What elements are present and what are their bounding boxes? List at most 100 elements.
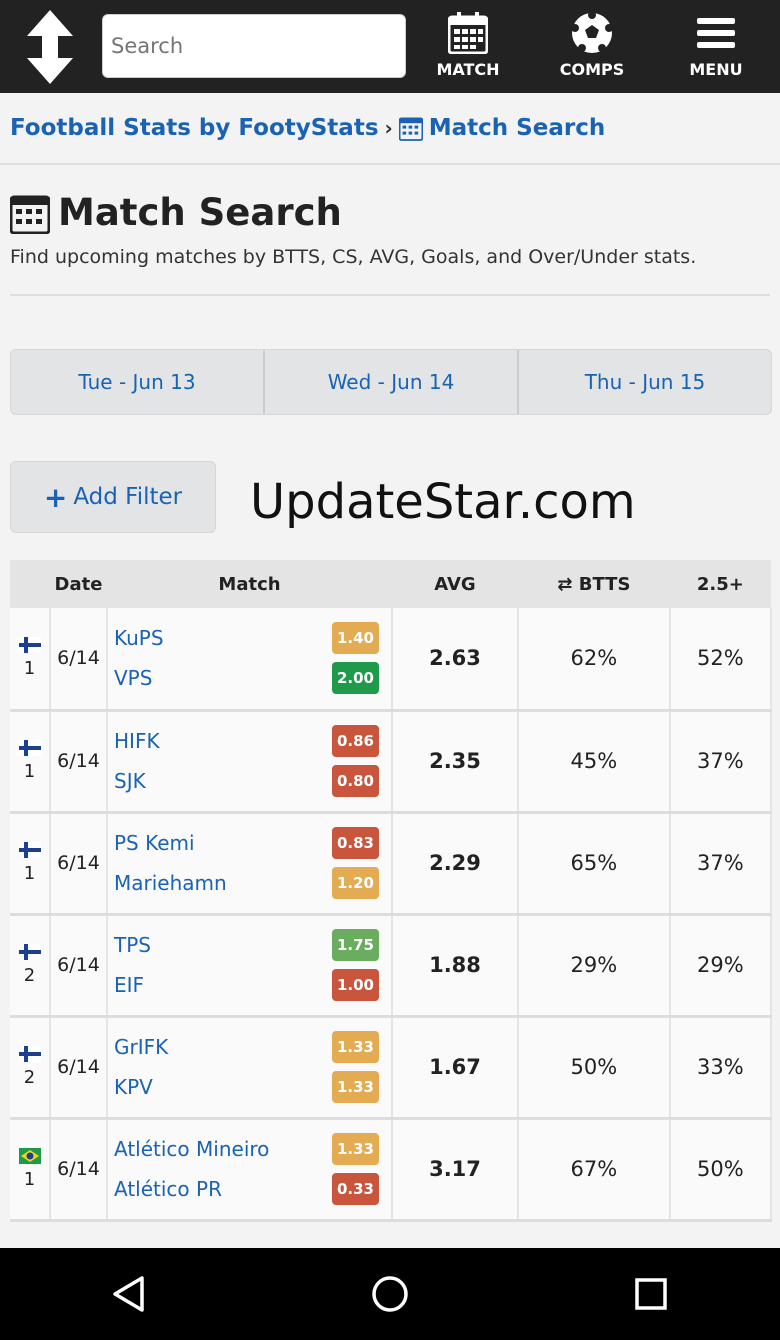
home-ppg-badge: 1.40 bbox=[332, 622, 379, 655]
col-avg[interactable]: AVG bbox=[392, 560, 518, 608]
away-team-link[interactable]: KPV bbox=[114, 1075, 153, 1099]
avg-cell: 2.35 bbox=[392, 710, 519, 814]
nav-match-button[interactable]: MATCH bbox=[418, 12, 518, 79]
over25-cell: 29% bbox=[669, 914, 773, 1018]
col-btts[interactable]: ⇄ BTTS bbox=[518, 560, 670, 608]
over25-cell: 52% bbox=[669, 608, 773, 712]
col-flag bbox=[10, 560, 50, 608]
match-table: Date Match AVG ⇄ BTTS 2.5+ 1 6/14 KuPS 1.… bbox=[10, 560, 773, 1222]
away-ppg-badge: 2.00 bbox=[332, 662, 379, 695]
tab-day-1[interactable]: Tue - Jun 13 bbox=[11, 350, 265, 414]
table-row[interactable]: 2 6/14 GrIFK 1.33 KPV 1.33 1.67 50% 33% bbox=[10, 1016, 773, 1120]
table-row[interactable]: 2 6/14 TPS 1.75 EIF 1.00 1.88 29% 29% bbox=[10, 914, 773, 1018]
avg-cell: 2.63 bbox=[392, 608, 519, 712]
tab-day-3[interactable]: Thu - Jun 15 bbox=[584, 370, 706, 394]
away-ppg-badge: 1.20 bbox=[332, 867, 379, 899]
home-icon[interactable] bbox=[371, 1275, 409, 1313]
league-tier: 2 bbox=[23, 1067, 36, 1088]
flag-icon bbox=[10, 944, 49, 965]
league-tier: 2 bbox=[23, 965, 36, 986]
avg-cell: 1.88 bbox=[392, 914, 519, 1018]
league-cell: 2 bbox=[10, 1016, 51, 1120]
btts-cell: 50% bbox=[518, 1016, 671, 1120]
divider bbox=[10, 294, 770, 296]
home-ppg-badge: 1.33 bbox=[332, 1133, 379, 1165]
table-row[interactable]: 1 6/14 PS Kemi 0.83 Mariehamn 1.20 2.29 65… bbox=[10, 812, 773, 916]
scroll-arrows-icon[interactable] bbox=[0, 9, 100, 84]
table-row[interactable]: 1 6/14 HIFK 0.86 SJK 0.80 2.35 45% 37% bbox=[10, 710, 773, 814]
breadcrumb-home-link[interactable]: Football Stats by FootyStats bbox=[10, 115, 379, 141]
league-tier: 1 bbox=[23, 863, 36, 884]
swap-icon: ⇄ bbox=[557, 573, 573, 595]
nav-label: COMPS bbox=[559, 60, 625, 79]
league-cell: 2 bbox=[10, 914, 51, 1018]
home-team-link[interactable]: KuPS bbox=[114, 626, 164, 651]
nav-label: MATCH bbox=[436, 60, 500, 79]
league-cell: 1 bbox=[10, 710, 51, 814]
away-ppg-badge: 0.33 bbox=[332, 1173, 379, 1205]
day-tabs: Tue - Jun 13 Wed - Jun 14 Thu - Jun 15 bbox=[10, 349, 772, 415]
col-date: Date bbox=[50, 560, 107, 608]
home-team-link[interactable]: GrIFK bbox=[114, 1035, 169, 1059]
date-cell: 6/14 bbox=[50, 812, 108, 916]
home-team-link[interactable]: TPS bbox=[114, 933, 151, 957]
search-input[interactable] bbox=[102, 14, 406, 78]
date-cell: 6/14 bbox=[50, 710, 108, 814]
page-title: Match Search bbox=[10, 191, 780, 234]
match-cell: GrIFK 1.33 KPV 1.33 bbox=[107, 1016, 393, 1120]
flag-icon bbox=[10, 1046, 49, 1067]
match-cell: HIFK 0.86 SJK 0.80 bbox=[107, 710, 393, 814]
away-ppg-badge: 1.33 bbox=[332, 1071, 379, 1103]
col-over25[interactable]: 2.5+ bbox=[669, 560, 771, 608]
plus-icon: + bbox=[43, 480, 68, 514]
flag-icon bbox=[10, 842, 49, 863]
breadcrumb-separator: › bbox=[384, 116, 393, 140]
home-ppg-badge: 0.86 bbox=[332, 725, 379, 757]
away-team-link[interactable]: SJK bbox=[114, 769, 146, 793]
home-team-link[interactable]: PS Kemi bbox=[114, 831, 195, 855]
over25-cell: 33% bbox=[669, 1016, 773, 1120]
btts-cell: 65% bbox=[518, 812, 671, 916]
away-team-link[interactable]: Atlético PR bbox=[114, 1177, 222, 1201]
home-team-link[interactable]: HIFK bbox=[114, 729, 160, 753]
add-filter-label: Add Filter bbox=[73, 484, 183, 510]
flag-icon bbox=[10, 637, 49, 658]
hamburger-icon bbox=[697, 18, 735, 48]
date-cell: 6/14 bbox=[50, 1016, 108, 1120]
calendar-icon bbox=[448, 12, 488, 54]
recents-icon[interactable] bbox=[634, 1277, 668, 1311]
nav-comps-button[interactable]: COMPS bbox=[542, 12, 642, 79]
over25-cell: 37% bbox=[669, 710, 773, 814]
away-team-link[interactable]: VPS bbox=[114, 666, 153, 691]
breadcrumb-current-link[interactable]: Match Search bbox=[428, 115, 606, 141]
table-row[interactable]: 1 6/14 Atlético Mineiro 1.33 Atlético PR 0… bbox=[10, 1118, 773, 1222]
away-team-link[interactable]: Mariehamn bbox=[114, 871, 227, 895]
away-ppg-badge: 0.80 bbox=[332, 765, 379, 797]
table-row[interactable]: 1 6/14 KuPS 1.40 VPS 2.00 2.63 62% 52% bbox=[10, 608, 773, 712]
avg-cell: 1.67 bbox=[392, 1016, 519, 1120]
league-tier: 1 bbox=[23, 761, 36, 782]
home-team-link[interactable]: Atlético Mineiro bbox=[114, 1137, 270, 1161]
btts-cell: 45% bbox=[518, 710, 671, 814]
home-ppg-badge: 1.75 bbox=[332, 929, 379, 961]
calendar-icon bbox=[10, 195, 50, 234]
away-ppg-badge: 1.00 bbox=[332, 969, 379, 1001]
btts-cell: 67% bbox=[518, 1118, 671, 1222]
league-tier: 1 bbox=[23, 1169, 36, 1190]
nav-menu-button[interactable]: MENU bbox=[666, 12, 766, 79]
tab-day-2[interactable]: Wed - Jun 14 bbox=[265, 350, 519, 414]
flag-icon bbox=[10, 740, 49, 761]
btts-cell: 29% bbox=[518, 914, 671, 1018]
match-cell: TPS 1.75 EIF 1.00 bbox=[107, 914, 393, 1018]
home-ppg-badge: 1.33 bbox=[332, 1031, 379, 1063]
match-cell: Atlético Mineiro 1.33 Atlético PR 0.33 bbox=[107, 1118, 393, 1222]
add-filter-button[interactable]: + Add Filter bbox=[10, 461, 216, 533]
back-icon[interactable] bbox=[112, 1275, 146, 1313]
league-cell: 1 bbox=[10, 608, 51, 712]
match-cell: KuPS 1.40 VPS 2.00 bbox=[107, 608, 393, 712]
btts-cell: 62% bbox=[518, 608, 671, 712]
page-subtitle: Find upcoming matches by BTTS, CS, AVG, … bbox=[10, 246, 697, 268]
date-cell: 6/14 bbox=[50, 608, 108, 712]
page-title-text: Match Search bbox=[58, 191, 342, 234]
away-team-link[interactable]: EIF bbox=[114, 973, 145, 997]
